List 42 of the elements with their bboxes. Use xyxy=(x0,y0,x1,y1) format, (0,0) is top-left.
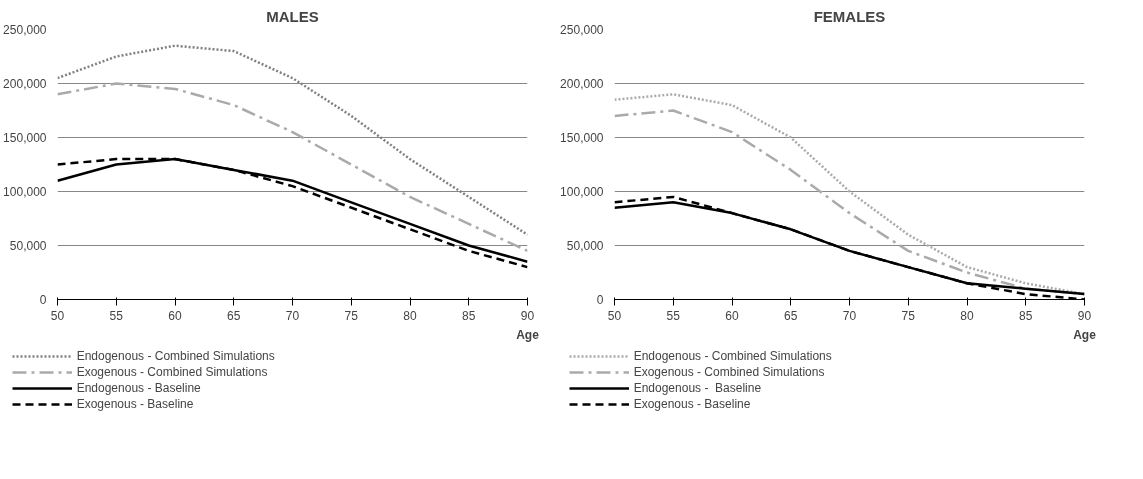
y-tick-label: 250,000 xyxy=(3,23,47,37)
legend-label: Exogenous - Baseline xyxy=(633,397,751,411)
x-tick-label: 80 xyxy=(403,308,417,323)
y-tick-label: 50,000 xyxy=(9,239,47,253)
x-tick-label: 70 xyxy=(842,308,857,323)
legend-label: Exogenous - Baseline xyxy=(76,397,194,411)
legend-label: Endogenous - Baseline xyxy=(633,381,762,395)
legend-label: Endogenous - Combined Simulations xyxy=(633,349,832,363)
x-tick-label: 85 xyxy=(462,308,476,323)
legend-label: Exogenous - Combined Simulations xyxy=(633,365,825,379)
x-tick-label: 70 xyxy=(285,308,300,323)
y-tick-label: 0 xyxy=(596,293,604,307)
x-tick-label: 60 xyxy=(725,308,739,323)
x-tick-label: 55 xyxy=(666,308,681,323)
x-tick-label: 50 xyxy=(50,308,65,323)
y-tick-label: 50,000 xyxy=(566,239,604,253)
x-tick-label: 90 xyxy=(520,308,535,323)
legend-label: Endogenous - Baseline xyxy=(76,381,201,395)
y-tick-label: 200,000 xyxy=(3,77,47,91)
y-tick-label: 100,000 xyxy=(3,185,47,199)
x-tick-label: 85 xyxy=(1019,308,1033,323)
chart-title: MALES xyxy=(266,7,319,25)
y-tick-label: 250,000 xyxy=(560,23,604,37)
x-tick-label: 60 xyxy=(168,308,182,323)
x-tick-label: 90 xyxy=(1077,308,1092,323)
x-tick-label: 65 xyxy=(784,308,798,323)
x-axis-title: Age xyxy=(1073,327,1097,342)
x-tick-label: 80 xyxy=(960,308,974,323)
x-tick-label: 75 xyxy=(901,308,916,323)
x-axis-title: Age xyxy=(516,327,540,342)
y-tick-label: 100,000 xyxy=(560,185,604,199)
legend-label: Endogenous - Combined Simulations xyxy=(76,349,275,363)
y-tick-label: 200,000 xyxy=(560,77,604,91)
legend-label: Exogenous - Combined Simulations xyxy=(76,365,268,379)
x-tick-label: 65 xyxy=(227,308,241,323)
y-tick-label: 0 xyxy=(39,293,47,307)
y-tick-label: 150,000 xyxy=(560,131,604,145)
y-tick-label: 150,000 xyxy=(3,131,47,145)
x-tick-label: 50 xyxy=(607,308,622,323)
x-tick-label: 75 xyxy=(344,308,359,323)
chart-title: FEMALES xyxy=(813,7,886,25)
x-tick-label: 55 xyxy=(109,308,124,323)
